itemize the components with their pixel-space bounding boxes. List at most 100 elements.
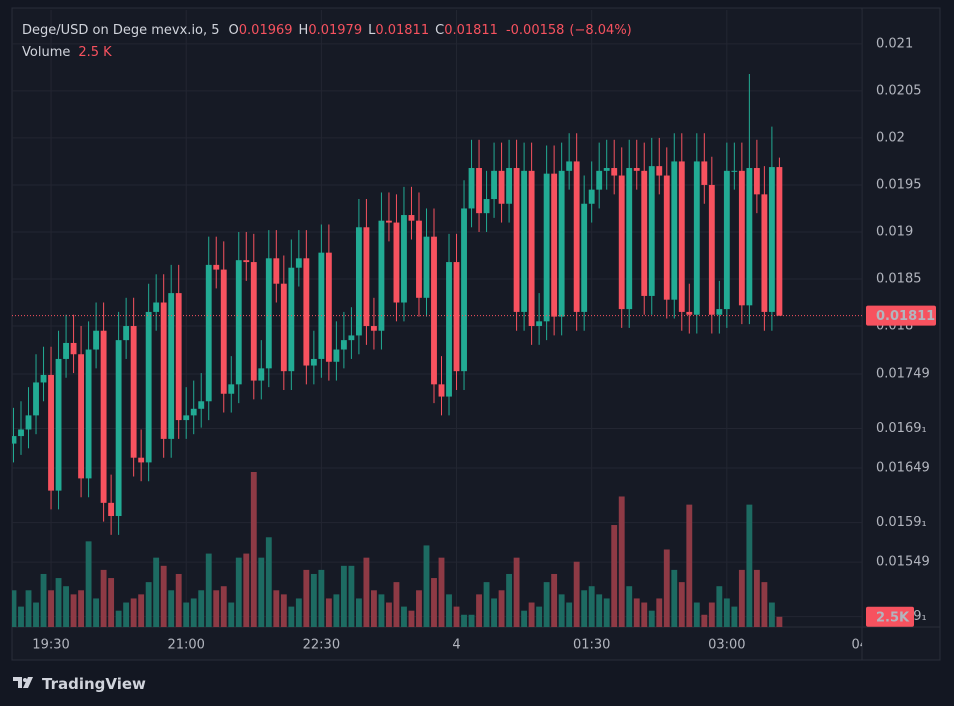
candle-body [416,220,422,298]
candle-body [663,175,670,300]
x-tick-label: 22:30 [303,638,340,653]
volume-bar [78,590,85,627]
volume-bar [348,565,355,627]
candle-body [581,203,588,312]
volume-bar [401,606,407,627]
time-axis: 19:30 21:00 22:30 4 01:30 03:00 04: [32,638,862,653]
candle-body [641,170,648,296]
candle-body [686,311,693,315]
volume-bar [123,602,130,627]
candle-body [738,170,745,306]
candle-body [761,194,768,312]
volume-bar [731,606,738,627]
volume-bar [558,594,565,627]
candle-body [551,173,558,317]
volume-bar [108,578,115,627]
close-value: 0.01811 [444,23,498,38]
volume-bar [611,525,618,627]
candle-body [603,168,610,171]
volume-bar [603,598,610,627]
y-tick-label: 0.0205 [876,83,922,98]
volume-bar [198,590,205,627]
volume-bar [513,557,520,627]
volume-bar [168,590,175,627]
y-tick-label: 0.0185 [876,271,922,286]
volume-bar [340,565,347,627]
candle-body [303,258,310,366]
volume-bar [12,590,17,627]
candle-body [12,436,17,444]
volume-bar [145,582,152,627]
volume-bar [678,582,685,627]
candle-body [295,258,302,268]
candle-body [708,184,715,315]
candle-body [626,168,633,310]
y-tick-label: 0.0169₁ [876,421,927,436]
volume-bar [115,610,122,627]
chart-panel [11,7,941,661]
volume-bar [768,602,775,627]
volume-bar [138,594,145,627]
volume-bar [160,565,167,627]
candle-body [716,309,723,315]
volume-bar [235,557,242,627]
volume-bar [258,557,265,627]
candle-body [108,502,115,517]
candle-body [618,175,625,310]
volume-bar [416,590,422,627]
candle-body [318,252,325,359]
candle-body [558,170,565,317]
candle-body [220,269,227,394]
volume-bar [355,598,362,627]
candle-body [168,293,175,439]
candle-body [611,168,618,176]
volume-bar [423,545,430,627]
volume-bar [55,578,62,627]
candle-body [431,236,437,385]
volume-bar [708,602,715,627]
close-label: C [435,23,445,38]
volume-bar [250,472,257,627]
last-price-box [866,305,936,326]
candle-body [633,168,640,171]
volume-bar [453,606,460,627]
candle-body [348,335,355,341]
volume-bar [596,594,603,627]
candle-body [746,168,753,306]
candle-body [33,382,39,416]
volume-bar [476,594,482,627]
candles [12,73,783,535]
x-tick-label: 21:00 [167,638,204,653]
candle-body [18,429,24,437]
volume-bar [213,590,220,627]
candle-body [85,349,92,479]
candle-body [370,326,377,331]
candle-body [776,167,783,316]
candle-body [123,326,130,341]
volume-bar [581,590,588,627]
volume-bar [393,582,400,627]
volume-bar [183,602,190,627]
candle-body [190,408,197,416]
candle-body [408,215,415,221]
candle-body [250,262,257,381]
candle-body [701,161,708,185]
volume-bar [130,598,137,627]
open-value: 0.01969 [238,23,293,38]
volume-bar [70,594,77,627]
volume-bar [25,590,32,627]
volume-bar [536,606,543,627]
y-tick-label: 0.0159₁ [876,515,927,530]
last-volume-box [866,606,914,627]
volume-bar [370,590,377,627]
volume-bar [288,606,295,627]
candle-body [588,189,595,204]
volume-bar [33,602,39,627]
x-tick-label: 19:30 [32,638,69,653]
volume-bar [408,610,415,627]
candle-body [280,283,287,372]
candle-body [446,262,452,397]
volume-bar [273,590,280,627]
volume-bar [303,569,310,627]
